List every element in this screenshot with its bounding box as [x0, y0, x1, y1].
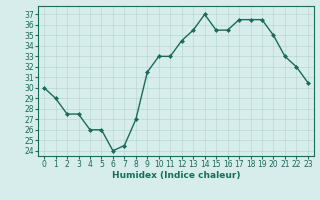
X-axis label: Humidex (Indice chaleur): Humidex (Indice chaleur) [112, 171, 240, 180]
